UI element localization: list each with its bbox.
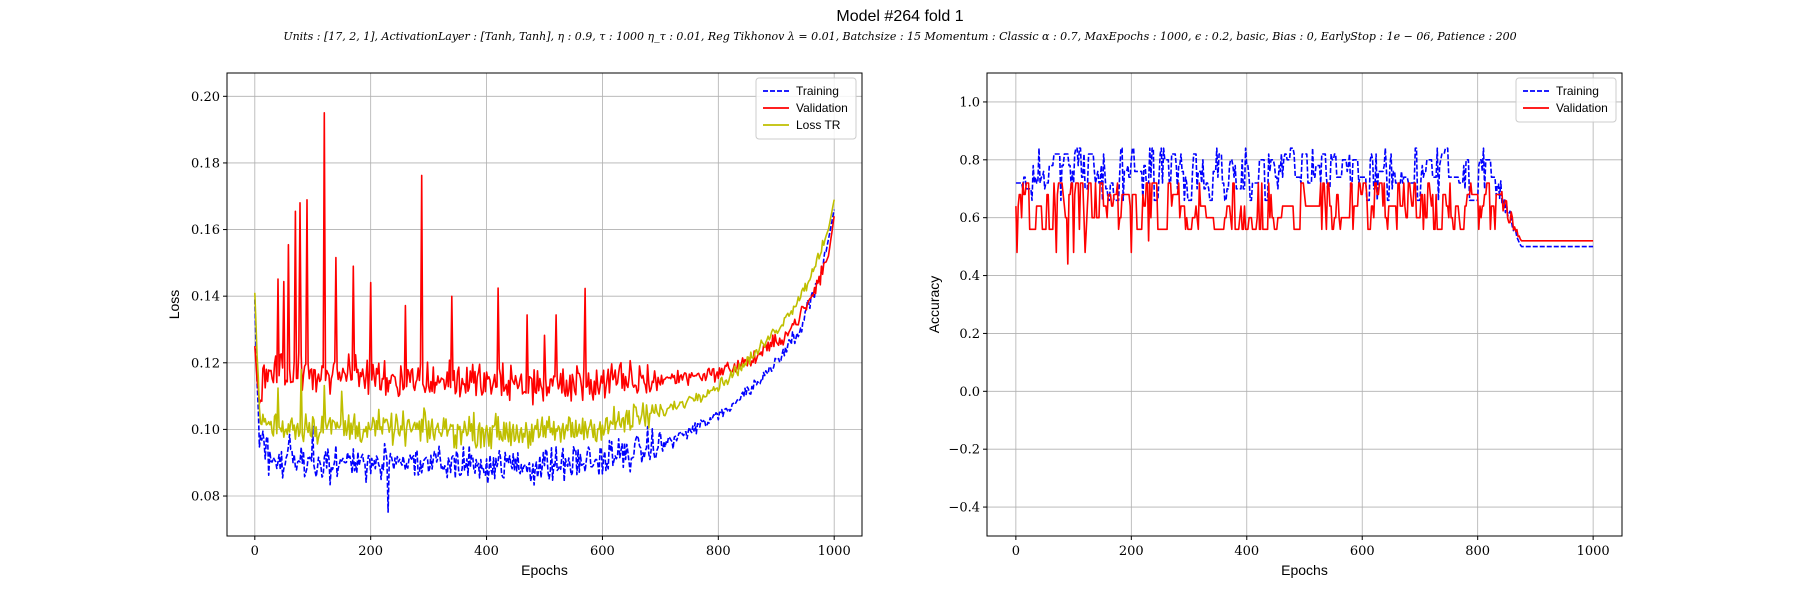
legend: Training Validation Loss TR — [755, 77, 857, 140]
y-tick-label: 0.10 — [191, 423, 220, 438]
x-tick-label: 800 — [1465, 544, 1490, 559]
x-tick-label: 400 — [1234, 544, 1259, 559]
accuracy-chart: 0 200 400 600 800 1000 −0.4 −0.2 0.0 0.2 0.4 0.6 0.8… — [926, 72, 1623, 578]
x-tick-label: 200 — [1119, 544, 1144, 559]
legend: Training Validation — [1515, 77, 1617, 123]
x-tick-label: 600 — [1350, 544, 1375, 559]
y-tick-label: 0.14 — [191, 290, 220, 305]
y-tick-label: 0.2 — [959, 327, 980, 342]
y-tick-label: 0.12 — [191, 356, 220, 371]
figure-subtitle: Units : [17, 2, 1], ActivationLayer : [T… — [283, 30, 1517, 43]
series-line-validation — [254, 112, 835, 406]
axes-frame — [986, 72, 1623, 537]
x-tick-label: 800 — [706, 544, 731, 559]
y-tick-label: 1.0 — [959, 95, 980, 110]
legend-entry: Validation — [796, 101, 848, 115]
y-tick-label: 0.8 — [959, 153, 980, 168]
loss-chart: 0 200 400 600 800 1000 0.08 0.10 0.12 0.14 0.16 0.1… — [166, 72, 863, 578]
legend-box — [755, 77, 857, 140]
legend-entry: Training — [1556, 84, 1599, 98]
y-tick-label: 0.08 — [191, 490, 220, 505]
series-group — [254, 112, 835, 513]
y-axis-label: Accuracy — [926, 276, 942, 334]
y-tick-label: 0.16 — [191, 223, 220, 238]
legend-entry: Loss TR — [796, 118, 841, 132]
y-tick-label: 0.20 — [191, 90, 220, 105]
x-tick-label: 1000 — [1577, 544, 1610, 559]
figure-title: Model #264 fold 1 — [836, 8, 964, 25]
x-tick-label: 1000 — [818, 544, 851, 559]
series-line-validation — [1015, 182, 1594, 265]
y-tick-label: 0.0 — [959, 385, 980, 400]
y-tick-label: −0.2 — [948, 443, 980, 458]
series-line-training — [254, 209, 835, 513]
y-tick-label: 0.4 — [959, 269, 980, 284]
legend-box — [1515, 77, 1617, 123]
series-group — [1015, 147, 1594, 265]
y-tick-label: −0.4 — [948, 501, 980, 516]
y-axis-label: Loss — [166, 290, 182, 320]
series-line-training — [1015, 147, 1594, 248]
series-line-loss-tr — [254, 199, 835, 450]
y-tick-label: 0.18 — [191, 156, 220, 171]
x-tick-label: 0 — [1012, 544, 1020, 559]
legend-entry: Training — [796, 84, 839, 98]
legend-entry: Validation — [1556, 101, 1608, 115]
x-tick-label: 400 — [474, 544, 499, 559]
x-tick-label: 600 — [590, 544, 615, 559]
axes-frame — [226, 72, 863, 537]
x-tick-label: 200 — [358, 544, 383, 559]
y-tick-label: 0.6 — [959, 211, 980, 226]
x-axis-label: Epochs — [1281, 562, 1328, 578]
x-axis-label: Epochs — [521, 562, 568, 578]
x-tick-label: 0 — [251, 544, 259, 559]
